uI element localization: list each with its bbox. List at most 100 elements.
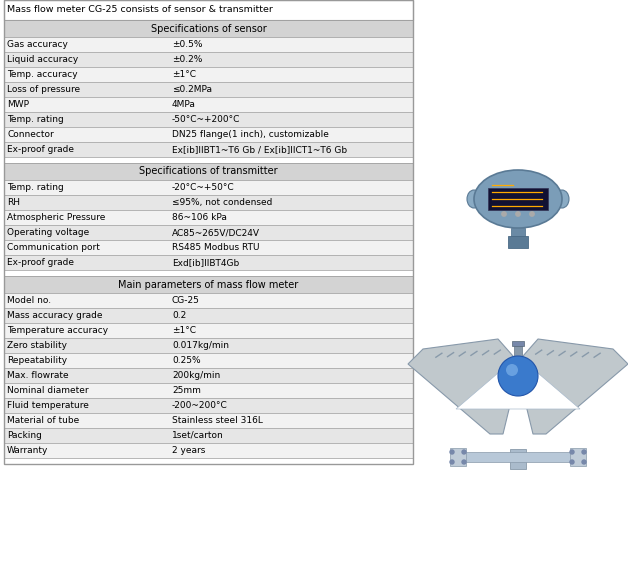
Bar [4, 293, 413, 308]
Text: Loss of pressure: Loss of pressure [7, 85, 80, 94]
Bar [511, 228, 525, 238]
Text: -200~200°C: -200~200°C [172, 401, 228, 410]
Text: Ex-proof grade: Ex-proof grade [7, 258, 74, 267]
Bar [4, 308, 413, 323]
Text: 4MPa: 4MPa [172, 100, 196, 109]
Circle shape [450, 460, 454, 464]
Text: ±1°C: ±1°C [172, 326, 196, 335]
Text: Ex[ib]IIBT1~T6 Gb / Ex[ib]IICT1~T6 Gb: Ex[ib]IIBT1~T6 Gb / Ex[ib]IICT1~T6 Gb [172, 145, 347, 154]
Text: RS485 Modbus RTU: RS485 Modbus RTU [172, 243, 259, 252]
Bar [4, 37, 413, 52]
Bar [4, 163, 413, 180]
Text: Max. flowrate: Max. flowrate [7, 371, 68, 380]
Text: Material of tube: Material of tube [7, 416, 79, 425]
Circle shape [502, 212, 506, 216]
Text: Mass accuracy grade: Mass accuracy grade [7, 311, 102, 320]
Text: Liquid accuracy: Liquid accuracy [7, 55, 78, 64]
Text: 0.017kg/min: 0.017kg/min [172, 341, 229, 350]
Circle shape [582, 450, 586, 454]
Text: Stainless steel 316L: Stainless steel 316L [172, 416, 263, 425]
Text: Gas accuracy: Gas accuracy [7, 40, 68, 49]
Text: AC85~265V/DC24V: AC85~265V/DC24V [172, 228, 260, 237]
Bar [4, 270, 413, 276]
Bar [463, 452, 573, 462]
Text: 2 years: 2 years [172, 446, 205, 455]
Bar [4, 398, 413, 413]
Bar [4, 240, 413, 255]
Circle shape [462, 460, 466, 464]
Text: -50°C~+200°C: -50°C~+200°C [172, 115, 241, 124]
Text: Communication port: Communication port [7, 243, 100, 252]
Bar [512, 341, 524, 346]
Circle shape [498, 356, 538, 396]
Bar [4, 276, 413, 293]
Text: ≤95%, not condensed: ≤95%, not condensed [172, 198, 273, 207]
Bar [4, 323, 413, 338]
Bar [4, 458, 413, 464]
Bar [4, 52, 413, 67]
Bar [514, 344, 522, 356]
Bar [4, 20, 413, 37]
Text: 86~106 kPa: 86~106 kPa [172, 213, 227, 222]
Ellipse shape [467, 190, 481, 208]
Text: Temp. rating: Temp. rating [7, 115, 64, 124]
Text: MWP: MWP [7, 100, 29, 109]
Polygon shape [408, 339, 520, 434]
Text: ≤0.2MPa: ≤0.2MPa [172, 85, 212, 94]
Text: Nominal diameter: Nominal diameter [7, 386, 89, 395]
Text: Main parameters of mass flow meter: Main parameters of mass flow meter [118, 280, 299, 290]
Bar [4, 0, 413, 20]
Circle shape [570, 460, 574, 464]
Text: Warranty: Warranty [7, 446, 48, 455]
Bar [4, 413, 413, 428]
Text: Repeatability: Repeatability [7, 356, 67, 365]
Bar [4, 67, 413, 82]
Text: Mass flow meter CG-25 consists of sensor & transmitter: Mass flow meter CG-25 consists of sensor… [7, 5, 273, 14]
Bar [4, 180, 413, 195]
Text: -20°C~+50°C: -20°C~+50°C [172, 183, 235, 192]
Text: Specifications of sensor: Specifications of sensor [151, 24, 266, 34]
Circle shape [450, 450, 454, 454]
Bar [4, 210, 413, 225]
Circle shape [570, 450, 574, 454]
Bar [510, 449, 526, 469]
Circle shape [530, 212, 534, 216]
Bar [4, 142, 413, 157]
Text: Exd[ib]IIBT4Gb: Exd[ib]IIBT4Gb [172, 258, 239, 267]
Bar [450, 448, 466, 466]
Circle shape [506, 364, 518, 376]
Polygon shape [516, 339, 628, 434]
Bar [4, 338, 413, 353]
Bar [4, 368, 413, 383]
Circle shape [516, 212, 520, 216]
Text: RH: RH [7, 198, 20, 207]
Text: ±1°C: ±1°C [172, 70, 196, 79]
Text: Packing: Packing [7, 431, 42, 440]
Text: ±0.5%: ±0.5% [172, 40, 202, 49]
Text: Specifications of transmitter: Specifications of transmitter [139, 167, 278, 177]
Bar [4, 82, 413, 97]
Bar [4, 0, 413, 464]
Text: 0.2: 0.2 [172, 311, 187, 320]
Text: ±0.2%: ±0.2% [172, 55, 202, 64]
Bar [4, 127, 413, 142]
Text: Ex-proof grade: Ex-proof grade [7, 145, 74, 154]
Bar [4, 112, 413, 127]
Bar [4, 97, 413, 112]
Text: 200kg/min: 200kg/min [172, 371, 220, 380]
Text: Zero stability: Zero stability [7, 341, 67, 350]
Bar [4, 195, 413, 210]
Text: Model no.: Model no. [7, 296, 51, 305]
Text: Atmospheric Pressure: Atmospheric Pressure [7, 213, 106, 222]
Text: Fluid temperature: Fluid temperature [7, 401, 89, 410]
Text: Operating voltage: Operating voltage [7, 228, 89, 237]
Circle shape [582, 460, 586, 464]
Bar [570, 448, 586, 466]
Bar [4, 157, 413, 163]
Text: Temp. rating: Temp. rating [7, 183, 64, 192]
Text: CG-25: CG-25 [172, 296, 200, 305]
Circle shape [462, 450, 466, 454]
Bar [4, 428, 413, 443]
Text: 1set/carton: 1set/carton [172, 431, 224, 440]
Bar [508, 236, 528, 248]
